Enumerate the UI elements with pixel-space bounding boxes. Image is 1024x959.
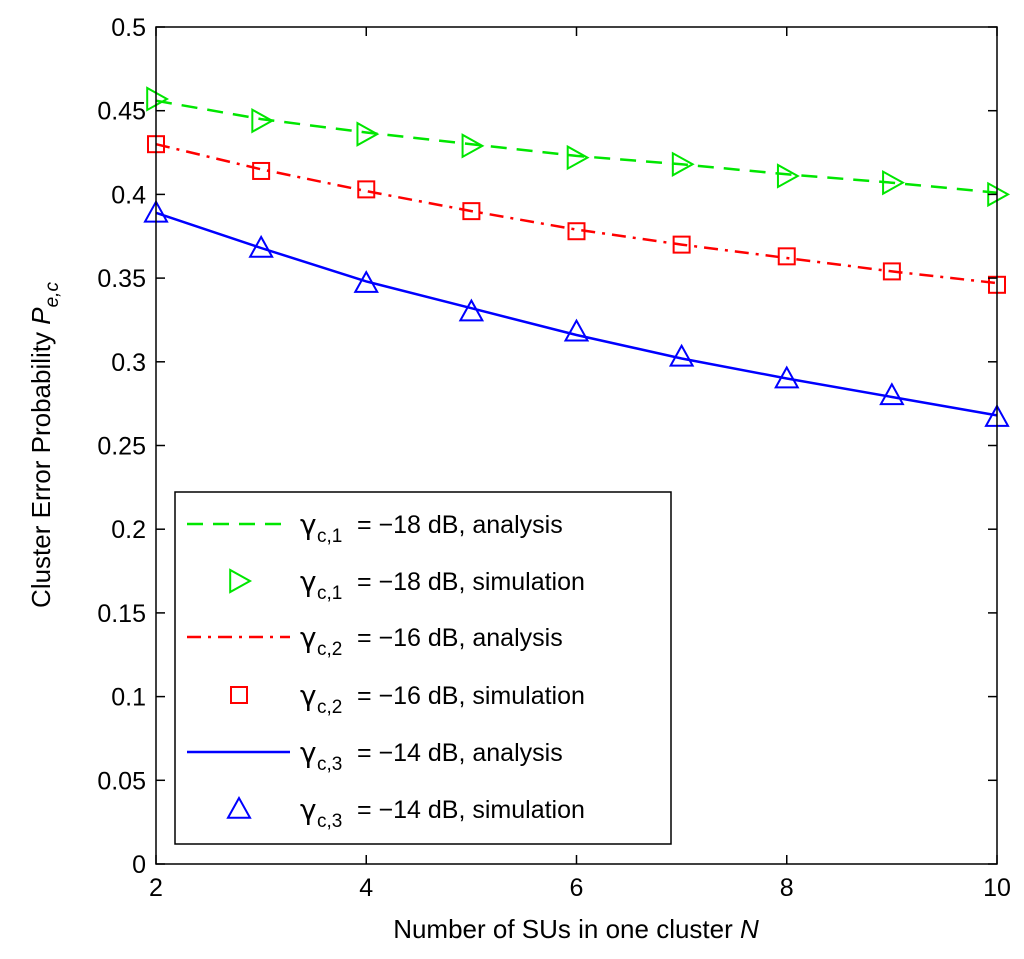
- x-axis-label: Number of SUs in one cluster N: [393, 914, 759, 944]
- series-marker-1-5: [671, 151, 695, 177]
- series-marker-1-1: [251, 108, 275, 134]
- series-marker-1-4: [566, 144, 590, 171]
- y-tick-label: 0.05: [97, 767, 146, 795]
- series-marker-1-2: [356, 121, 380, 147]
- y-tick-label: 0.2: [111, 516, 146, 544]
- legend-gamma: γ: [300, 508, 317, 541]
- legend-box: [174, 491, 672, 845]
- series-line-0: [155, 99, 998, 194]
- series-marker-3-3: [462, 202, 481, 221]
- legend-gamma: γ: [300, 621, 317, 654]
- y-axis-label: Cluster Error Probability Pe,c: [26, 282, 63, 608]
- legend-marker-5: [226, 795, 252, 819]
- series-marker-5-2: [353, 270, 379, 293]
- x-tick-label: 4: [359, 874, 373, 902]
- axis-ticks: [155, 26, 998, 865]
- legend-label: = −16 dB, simulation: [357, 682, 585, 710]
- legend-subscript: c,2: [317, 639, 342, 660]
- y-tick-label: 0.45: [97, 98, 146, 126]
- legend-label: = −18 dB, analysis: [357, 511, 563, 539]
- series-marker-3-5: [672, 235, 691, 254]
- y-tick-label: 0.4: [111, 181, 146, 209]
- x-tick-label: 2: [149, 874, 163, 902]
- x-tick-label: 10: [983, 874, 1011, 902]
- legend-label: = −14 dB, analysis: [357, 739, 563, 767]
- y-tick-label: 0: [132, 851, 146, 879]
- series-line-2: [155, 142, 998, 285]
- series-marker-1-7: [882, 169, 905, 196]
- legend-gamma: γ: [300, 565, 317, 598]
- series-marker-5-4: [563, 318, 590, 342]
- series-line-4: [155, 211, 998, 417]
- series-marker-3-4: [567, 222, 586, 241]
- y-tick-label: 0.35: [97, 265, 146, 293]
- plot-curves: [155, 99, 998, 417]
- legend-label: = −14 dB, simulation: [357, 796, 585, 824]
- legend-label: = −16 dB, analysis: [357, 624, 563, 652]
- series-marker-3-2: [357, 180, 376, 199]
- legend-gamma: γ: [300, 793, 317, 826]
- legend-gamma: γ: [300, 679, 317, 712]
- series-marker-5-5: [668, 343, 695, 367]
- series-marker-5-7: [879, 382, 905, 406]
- series-marker-1-0: [146, 86, 170, 112]
- legend-subscript: c,2: [317, 697, 342, 718]
- legend-subscript: c,1: [317, 526, 342, 547]
- y-tick-label: 0.3: [111, 349, 146, 377]
- x-tick-label: 8: [780, 874, 794, 902]
- series-marker-3-1: [252, 161, 271, 180]
- series-marker-5-6: [774, 365, 800, 389]
- y-tick-label: 0.15: [97, 600, 146, 628]
- series-marker-1-3: [461, 133, 485, 159]
- plot-markers: [143, 86, 1011, 427]
- series-marker-3-7: [882, 262, 901, 281]
- legend-subscript: c,3: [317, 811, 342, 832]
- series-marker-1-6: [776, 163, 800, 189]
- legend-marker-1: [229, 568, 253, 594]
- y-tick-label: 0.25: [97, 433, 146, 461]
- x-tick-label: 6: [570, 874, 584, 902]
- series-marker-3-6: [777, 247, 796, 266]
- legend-subscript: c,3: [317, 754, 342, 775]
- y-tick-label: 0.5: [111, 14, 146, 42]
- legend-subscript: c,1: [317, 583, 342, 604]
- tick-labels: 2 4 6 8 10 0 0.05 0.1 0.15 0.2 0.25 0.3 0.35 0.4 0.45 0…: [97, 14, 1011, 902]
- legend-gamma: γ: [300, 736, 317, 769]
- series-marker-5-3: [458, 298, 485, 322]
- legend-marker-3: [230, 686, 248, 704]
- series-marker-5-1: [248, 234, 274, 258]
- y-tick-label: 0.1: [111, 684, 146, 712]
- legend-label: = −18 dB, simulation: [357, 568, 585, 596]
